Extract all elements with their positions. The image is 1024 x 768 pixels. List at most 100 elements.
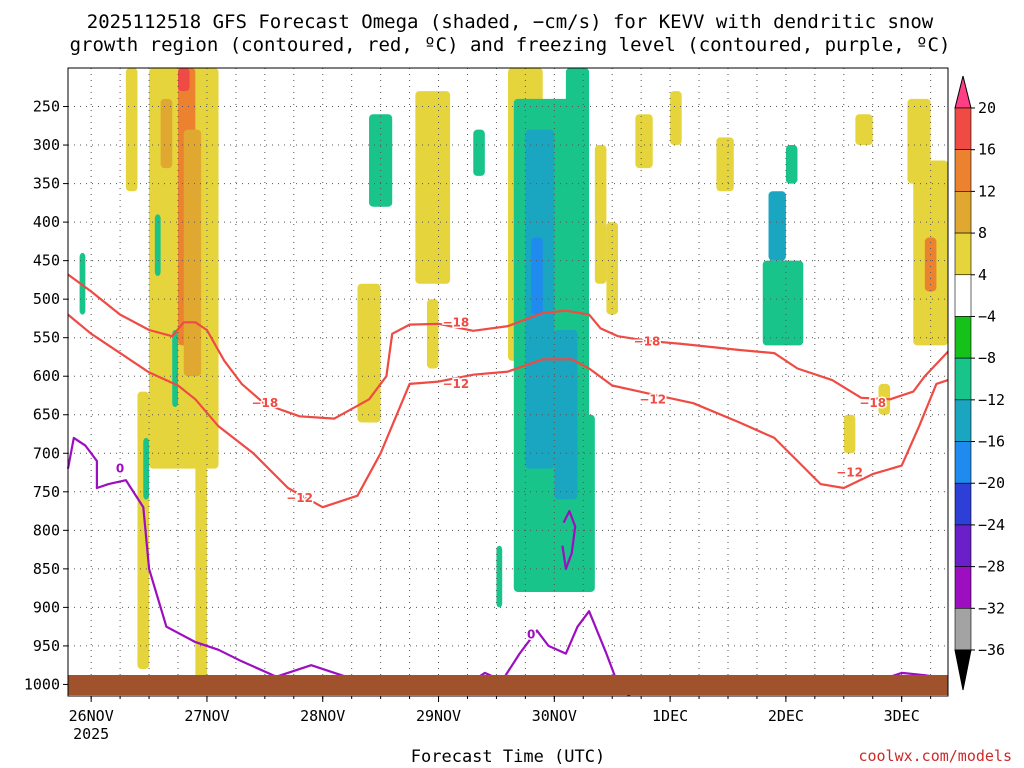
colorbar-swatch-8 bbox=[954, 441, 972, 484]
colorbar-label-8: −16 bbox=[978, 433, 1005, 451]
x-tick-label-6: 2DEC bbox=[768, 707, 804, 725]
dendritic-contour-label: −12 bbox=[639, 392, 666, 406]
x-tick-sublabel: 2025 bbox=[73, 725, 109, 743]
dendritic-contour-label: −12 bbox=[836, 466, 863, 480]
y-tick-label-300: 300 bbox=[33, 136, 60, 154]
omega-cell-8 bbox=[137, 391, 150, 670]
dendritic-contour-label: −18 bbox=[443, 315, 470, 329]
colorbar-swatch-1 bbox=[954, 149, 972, 192]
omega-cell-6 bbox=[154, 214, 161, 277]
y-tick-label-350: 350 bbox=[33, 175, 60, 193]
omega-cell-37 bbox=[843, 414, 856, 454]
omega-cell-3 bbox=[183, 129, 202, 377]
y-tick-label-800: 800 bbox=[33, 521, 60, 539]
omega-cell-13 bbox=[357, 283, 381, 423]
y-tick-label-750: 750 bbox=[33, 483, 60, 501]
x-tick-label-4: 30NOV bbox=[532, 707, 577, 725]
colorbar-label-7: −12 bbox=[978, 391, 1005, 409]
colorbar-swatch-4 bbox=[954, 274, 972, 317]
omega-cell-36 bbox=[924, 237, 937, 292]
x-tick-label-0: 26NOV bbox=[69, 707, 114, 725]
y-tick-label-1000: 1000 bbox=[24, 675, 60, 693]
omega-cell-30 bbox=[768, 191, 786, 261]
dendritic-contour-label: −12 bbox=[443, 377, 470, 391]
dendritic-contour-label: −18 bbox=[251, 396, 278, 410]
omega-cell-11 bbox=[143, 437, 150, 500]
colorbar-legend: 20 16 12 8 4 −4 −8 −12 −16 −20 −24 −28 −32 −36 bbox=[954, 75, 1005, 691]
y-tick-label-650: 650 bbox=[33, 406, 60, 424]
freezing-contour-label: 0 bbox=[116, 462, 124, 476]
omega-cell-24 bbox=[496, 545, 503, 608]
colorbar-label-2: 12 bbox=[978, 182, 996, 200]
x-tick-label-5: 1DEC bbox=[652, 707, 688, 725]
dendritic-contour-label: −18 bbox=[634, 335, 661, 349]
chart-title-line2: growth region (contoured, red, ºC) and f… bbox=[70, 34, 951, 56]
omega-cell-7 bbox=[172, 329, 178, 408]
site-credit: coolwx.com/models bbox=[858, 747, 1012, 765]
colorbar-label-11: −28 bbox=[978, 558, 1005, 576]
omega-cell-28 bbox=[670, 91, 682, 146]
freezing-contour-0 bbox=[66, 436, 370, 690]
colorbar-swatch-10 bbox=[954, 524, 972, 567]
colorbar-swatch-12 bbox=[954, 608, 972, 651]
x-tick-label-7: 3DEC bbox=[884, 707, 920, 725]
dendritic-contour-0 bbox=[67, 273, 949, 420]
colorbar-label-10: −24 bbox=[978, 516, 1005, 534]
y-tick-label-450: 450 bbox=[33, 252, 60, 270]
colorbar-swatch-9 bbox=[954, 482, 972, 526]
omega-cell-26 bbox=[606, 222, 618, 315]
omega-cell-27 bbox=[635, 114, 653, 169]
colorbar-label-13: −36 bbox=[978, 641, 1005, 659]
omega-cell-21 bbox=[554, 329, 578, 500]
colorbar-top-arrow bbox=[954, 75, 972, 109]
colorbar-label-12: −32 bbox=[978, 599, 1005, 617]
colorbar-label-3: 8 bbox=[978, 224, 987, 242]
y-tick-label-400: 400 bbox=[33, 213, 60, 231]
colorbar-label-0: 20 bbox=[978, 99, 996, 117]
dendritic-contour-label: −12 bbox=[286, 491, 313, 505]
omega-cell-29 bbox=[716, 137, 734, 192]
colorbar-bottom-arrow bbox=[954, 649, 972, 691]
y-tick-label-600: 600 bbox=[33, 367, 60, 385]
dendritic-contour-label: −18 bbox=[859, 396, 886, 410]
dendritic-contours: −18 −18 −18 −18 −12 −12 −12 −12 bbox=[67, 273, 949, 509]
omega-cell-20 bbox=[531, 237, 543, 315]
omega-cell-25 bbox=[594, 145, 607, 284]
y-tick-label-500: 500 bbox=[33, 290, 60, 308]
omega-cell-5 bbox=[178, 68, 190, 92]
chart-title-line1: 2025112518 GFS Forecast Omega (shaded, −… bbox=[87, 11, 934, 33]
colorbar-swatch-3 bbox=[954, 232, 972, 276]
x-tick-label-1: 27NOV bbox=[184, 707, 229, 725]
y-tick-label-700: 700 bbox=[33, 444, 60, 462]
omega-cell-16 bbox=[473, 129, 485, 176]
y-tick-label-250: 250 bbox=[33, 98, 60, 116]
omega-cell-14 bbox=[415, 91, 451, 284]
omega-cell-23 bbox=[565, 68, 590, 300]
plot-area: −18 −18 −18 −18 −12 −12 −12 −12 0 0 bbox=[66, 67, 949, 697]
omega-cell-4 bbox=[160, 98, 173, 169]
y-tick-label-950: 950 bbox=[33, 637, 60, 655]
colorbar-swatch-11 bbox=[954, 566, 972, 609]
colorbar-label-1: 16 bbox=[978, 141, 996, 159]
dendritic-contour-1 bbox=[67, 313, 949, 509]
omega-cell-0 bbox=[125, 68, 138, 192]
colorbar-swatch-7 bbox=[954, 399, 972, 442]
colorbar-label-4: 4 bbox=[978, 266, 987, 284]
colorbar-swatch-0 bbox=[954, 107, 972, 150]
omega-cell-32 bbox=[785, 145, 798, 184]
colorbar-swatch-5 bbox=[954, 316, 972, 359]
omega-cell-9 bbox=[195, 453, 207, 685]
omega-cell-22 bbox=[577, 414, 595, 592]
freezing-contour-label: 0 bbox=[527, 627, 535, 641]
colorbar-swatch-6 bbox=[954, 357, 972, 401]
y-tick-label-550: 550 bbox=[33, 329, 60, 347]
omega-cell-31 bbox=[762, 260, 804, 346]
colorbar-swatch-2 bbox=[954, 191, 972, 234]
x-tick-label-2: 28NOV bbox=[300, 707, 345, 725]
y-axis-pressure: 250 300 350 400 450 500 550 600 650 700 750 800 850 9… bbox=[24, 98, 68, 693]
x-tick-label-3: 29NOV bbox=[416, 707, 461, 725]
colorbar-label-5: −4 bbox=[978, 307, 996, 325]
omega-cell-33 bbox=[855, 114, 873, 146]
